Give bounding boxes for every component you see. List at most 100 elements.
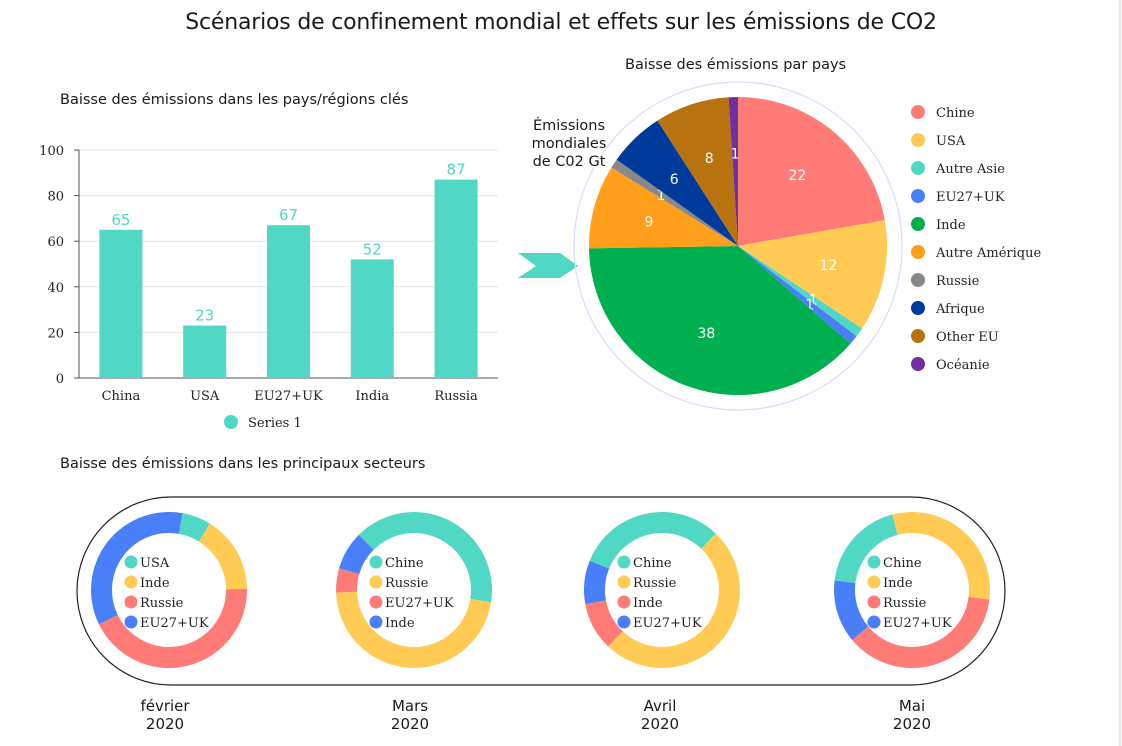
pie-annotation: Émissions [533,117,605,134]
legend-marker [124,595,138,609]
chevron-right-icon [518,253,578,278]
legend-marker [224,415,238,429]
pie-value-label: 12 [820,258,838,274]
y-tick-label: 20 [47,326,64,341]
donut-segment [339,534,374,575]
donut-segment [198,523,247,590]
donut-chart: USA Inde Russie EU27+UK [91,512,248,668]
legend-marker [867,575,881,589]
donut-segment [584,560,610,605]
legend-label: EU27+UK [883,616,952,631]
pie-outer-ring [573,81,903,411]
pie-value-label: 9 [644,214,653,230]
legend-marker [911,301,925,315]
legend-label: Chine [936,106,975,121]
legend-marker [911,133,925,147]
legend-label: Inde [140,576,170,591]
timeline-frame [76,496,1006,686]
legend-label: Inde [385,616,415,631]
donut-chart: Chine Inde Russie EU27+UK [834,512,990,668]
pie-chart-title: Baisse des émissions par pays [625,57,847,73]
bar-value-label: 87 [447,161,466,179]
month-year: 2020 [892,715,932,733]
pie-annotation: de C02 Gt [533,154,606,170]
month-name: Mai [898,697,926,715]
legend-marker [369,595,383,609]
legend-marker [617,615,631,629]
bar [350,259,394,378]
legend-label: Inde [936,218,966,233]
legend-marker [867,615,881,629]
pie-value-label: 1 [805,297,814,313]
legend-label: USA [936,134,966,149]
legend-label: EU27+UK [385,596,454,611]
donut-chart: Chine Russie EU27+UK Inde [336,511,493,669]
bar [434,179,478,378]
donut-charts: USA Inde Russie EU27+UK Chine Russie EU27+UK In… [91,511,990,669]
y-tick-label: 100 [39,144,64,159]
donut-segment [336,568,360,593]
legend-marker [124,615,138,629]
sectors-title: Baisse des émissions dans les principaux… [60,456,426,472]
legend-marker [911,273,925,287]
donut-segment [834,580,869,640]
month-year: 2020 [640,715,680,733]
x-tick-label: USA [190,389,220,404]
legend-label: Russie [633,576,677,591]
month-label-mar: Mars 2020 [350,697,470,733]
pie-slice [589,246,851,396]
legend-label: EU27+UK [633,616,702,631]
bar-chart-title: Baisse des émissions dans les pays/régio… [60,92,409,108]
scrollbar[interactable] [1119,0,1121,746]
y-tick-label: 60 [47,235,64,250]
donut-segment [585,600,623,647]
bar-value-label: 65 [111,211,130,229]
y-tick-label: 0 [56,372,64,387]
legend-marker [124,575,138,589]
donut-segment [834,514,898,584]
legend-label: EU27+UK [140,616,209,631]
legend-marker [911,161,925,175]
donut-segment [608,533,741,668]
donut-segment [358,511,493,603]
donut-chart: Chine Russie Inde EU27+UK [584,512,741,668]
legend-label: Chine [883,556,922,571]
legend-marker [617,575,631,589]
legend-label: Russie [385,576,429,591]
legend-marker [911,105,925,119]
legend-label: EU27+UK [936,190,1005,205]
legend-marker [369,555,383,569]
pie-annotation: mondiales [532,136,607,152]
legend-marker [867,555,881,569]
bar-value-label: 52 [363,240,382,258]
legend-marker [911,189,925,203]
page-title: Scénarios de confinement mondial et effe… [185,10,937,35]
pie-slice [589,167,738,249]
donut-segment [892,512,990,600]
legend-label: USA [140,556,170,571]
month-label-apr: Avril 2020 [600,697,720,733]
month-name: février [140,697,190,715]
pie-value-label: 1 [657,188,666,204]
pie-value-label: 6 [670,172,679,188]
month-name: Mars [391,697,429,715]
legend-label: Chine [385,556,424,571]
pie-value-label: 22 [788,168,806,184]
x-tick-label: India [355,389,389,404]
donut-segment [852,596,990,668]
pie-slice [738,220,887,329]
legend-marker [867,595,881,609]
legend-marker [911,357,925,371]
bar-value-label: 67 [279,206,298,224]
donut-segment [178,513,210,542]
legend-marker [911,245,925,259]
legend-label: Russie [936,274,980,289]
legend-label: Autre Asie [935,162,1005,177]
month-name: Avril [643,697,677,715]
legend-marker [369,575,383,589]
pie-slice [738,97,885,246]
legend-marker [617,555,631,569]
bar-chart: 0 20 40 60 80 100 65 China 23 USA 67 EU27+UK 52 India… [39,144,498,431]
bar [183,325,227,378]
pie-slice [616,120,738,246]
